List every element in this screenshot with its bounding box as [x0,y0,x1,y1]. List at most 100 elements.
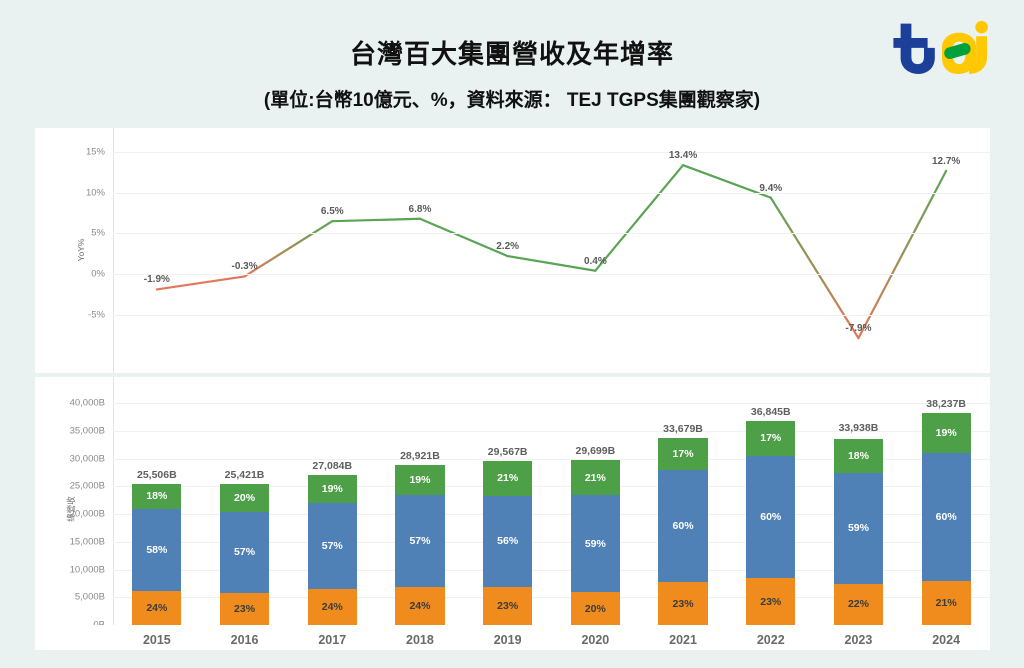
bar-segment-orange-segment[interactable]: 24% [307,588,357,625]
x-tick-2022: 2022 [756,633,785,647]
bar-segment-label: 19% [321,483,343,496]
bar-segment-blue-segment[interactable]: 57% [395,495,445,587]
bar-segment-label: 19% [935,427,957,440]
bar-segment-green-segment[interactable]: 21% [570,460,620,495]
bar-segment-label: 21% [935,596,957,609]
bar-segment-label: 23% [760,595,782,608]
yoy-line-segment [418,217,509,258]
yoy-gridline [113,273,990,275]
bar-segment-green-segment[interactable]: 19% [921,413,971,454]
bar-segment-green-segment[interactable]: 19% [307,474,357,504]
yoy-line-segment [243,220,334,278]
revenue-bar-2020[interactable]: 20% 59% 21% 29,699B [570,445,620,625]
x-tick-2015: 2015 [142,633,171,647]
revenue-bar-2016[interactable]: 23% 57% 20% 25,421B [219,469,270,625]
revenue-gridline [113,597,990,599]
yoy-line-segment [769,196,860,340]
revenue-bar-2021[interactable]: 23% 60% 17% 33,679B [658,423,708,625]
bar-total-label: 29,699B [575,445,616,458]
bar-segment-blue-segment[interactable]: 59% [570,494,620,593]
revenue-y-tick-label: 20,000B [69,508,105,520]
bar-segment-orange-segment[interactable]: 24% [395,586,445,625]
yoy-gridline [113,233,990,235]
revenue-bar-2023[interactable]: 22% 59% 18% 33,938B [833,422,883,625]
revenue-bar-2018[interactable]: 24% 57% 19% 28,921B [395,450,445,625]
page-subtitle: (單位:台幣10億元、%，資料來源： TEJ TGPS集團觀察家) [263,90,761,111]
bar-total-label: 33,938B [838,421,879,434]
bar-segment-blue-segment[interactable]: 60% [921,453,971,581]
bar-segment-label: 23% [672,597,694,610]
revenue-gridline [113,569,990,571]
yoy-line-segment [331,217,422,223]
yoy-point-label: 12.7% [931,155,961,167]
bar-segment-blue-segment[interactable]: 57% [307,503,357,589]
bar-segment-orange-segment[interactable]: 20% [570,592,620,625]
bar-segment-label: 58% [146,544,168,557]
bar-segment-green-segment[interactable]: 17% [658,438,708,471]
bar-segment-blue-segment[interactable]: 60% [746,455,796,579]
page-title: 台灣百大集團營收及年增率 [349,39,674,69]
bar-segment-label: 59% [847,522,869,535]
revenue-bar-2024[interactable]: 21% 60% 19% 38,237B [921,398,971,625]
bar-total-label: 25,506B [136,468,177,481]
yoy-line-segment [506,255,597,272]
bar-segment-label: 17% [760,432,782,445]
bar-segment-blue-segment[interactable]: 57% [219,512,270,593]
revenue-plot-area: 總營收 40,000B 35,000B 30,000B 25,000B 20,000B 1… [66,377,990,631]
bar-segment-blue-segment[interactable]: 58% [132,509,182,592]
bar-total-label: 28,921B [400,449,440,462]
yoy-point-label: 0.4% [583,255,607,267]
x-tick-2017: 2017 [318,633,347,647]
bar-segment-green-segment[interactable]: 17% [746,420,796,456]
bar-segment-label: 20% [584,602,606,615]
bar-segment-green-segment[interactable]: 18% [833,438,883,473]
revenue-y-axis-line [113,377,114,630]
bar-segment-blue-segment[interactable]: 60% [658,470,708,583]
bar-segment-label: 21% [584,471,606,484]
bar-segment-green-segment[interactable]: 18% [132,483,182,510]
bar-segment-orange-segment[interactable]: 23% [219,592,270,625]
revenue-gridline [113,458,990,460]
revenue-bar-2022[interactable]: 23% 60% 17% 36,845B [746,406,796,625]
revenue-bar-2019[interactable]: 23% 56% 21% 29,567B [483,446,533,625]
bar-segment-label: 60% [760,510,782,523]
yoy-point-label: 9.4% [759,182,783,194]
yoy-point-label: -7.9% [845,323,872,335]
bar-total-label: 25,421B [224,469,265,482]
bar-segment-orange-segment[interactable]: 23% [483,587,533,625]
bar-segment-orange-segment[interactable]: 24% [132,591,182,625]
bar-segment-orange-segment[interactable]: 22% [833,583,883,625]
header: 台灣百大集團營收及年增率 (單位:台幣10億元、%，資料來源： TEJ TGPS… [0,0,1024,128]
revenue-y-tick-label: 30,000B [69,453,105,465]
bar-segment-orange-segment[interactable]: 23% [658,582,708,625]
revenue-y-tick-label: 15,000B [69,536,105,548]
yoy-point-label: 6.8% [408,203,432,215]
revenue-gridline [113,486,990,488]
x-tick-2016: 2016 [230,633,259,647]
x-tick-2019: 2019 [493,633,522,647]
yoy-gridline [113,192,990,194]
bar-segment-blue-segment[interactable]: 56% [483,495,533,588]
yoy-point-label: 6.5% [320,206,344,218]
revenue-y-tick-label: 25,000B [69,480,105,492]
bar-segment-green-segment[interactable]: 19% [395,464,445,496]
bar-segment-orange-segment[interactable]: 21% [921,580,971,625]
bar-segment-green-segment[interactable]: 21% [483,461,533,496]
bar-segment-green-segment[interactable]: 20% [219,484,270,513]
revenue-bar-2017[interactable]: 24% 57% 19% 27,084B [307,460,357,625]
bar-total-label: 33,679B [663,423,703,436]
bar-segment-label: 57% [234,546,256,559]
revenue-bar-2015[interactable]: 24% 58% 18% 25,506B [132,469,182,625]
yoy-y-tick-label: -5% [88,309,105,321]
bar-segment-label: 57% [409,534,431,547]
bar-segment-orange-segment[interactable]: 23% [746,578,796,625]
bar-segment-label: 59% [584,537,606,550]
x-tick-2023: 2023 [844,633,873,647]
yoy-gridline [113,314,990,316]
x-axis-strip [35,625,990,650]
bar-segment-blue-segment[interactable]: 59% [833,472,883,584]
bar-segment-label: 24% [321,600,343,613]
yoy-y-tick-label: 5% [91,227,105,239]
yoy-line-segment [857,169,948,340]
